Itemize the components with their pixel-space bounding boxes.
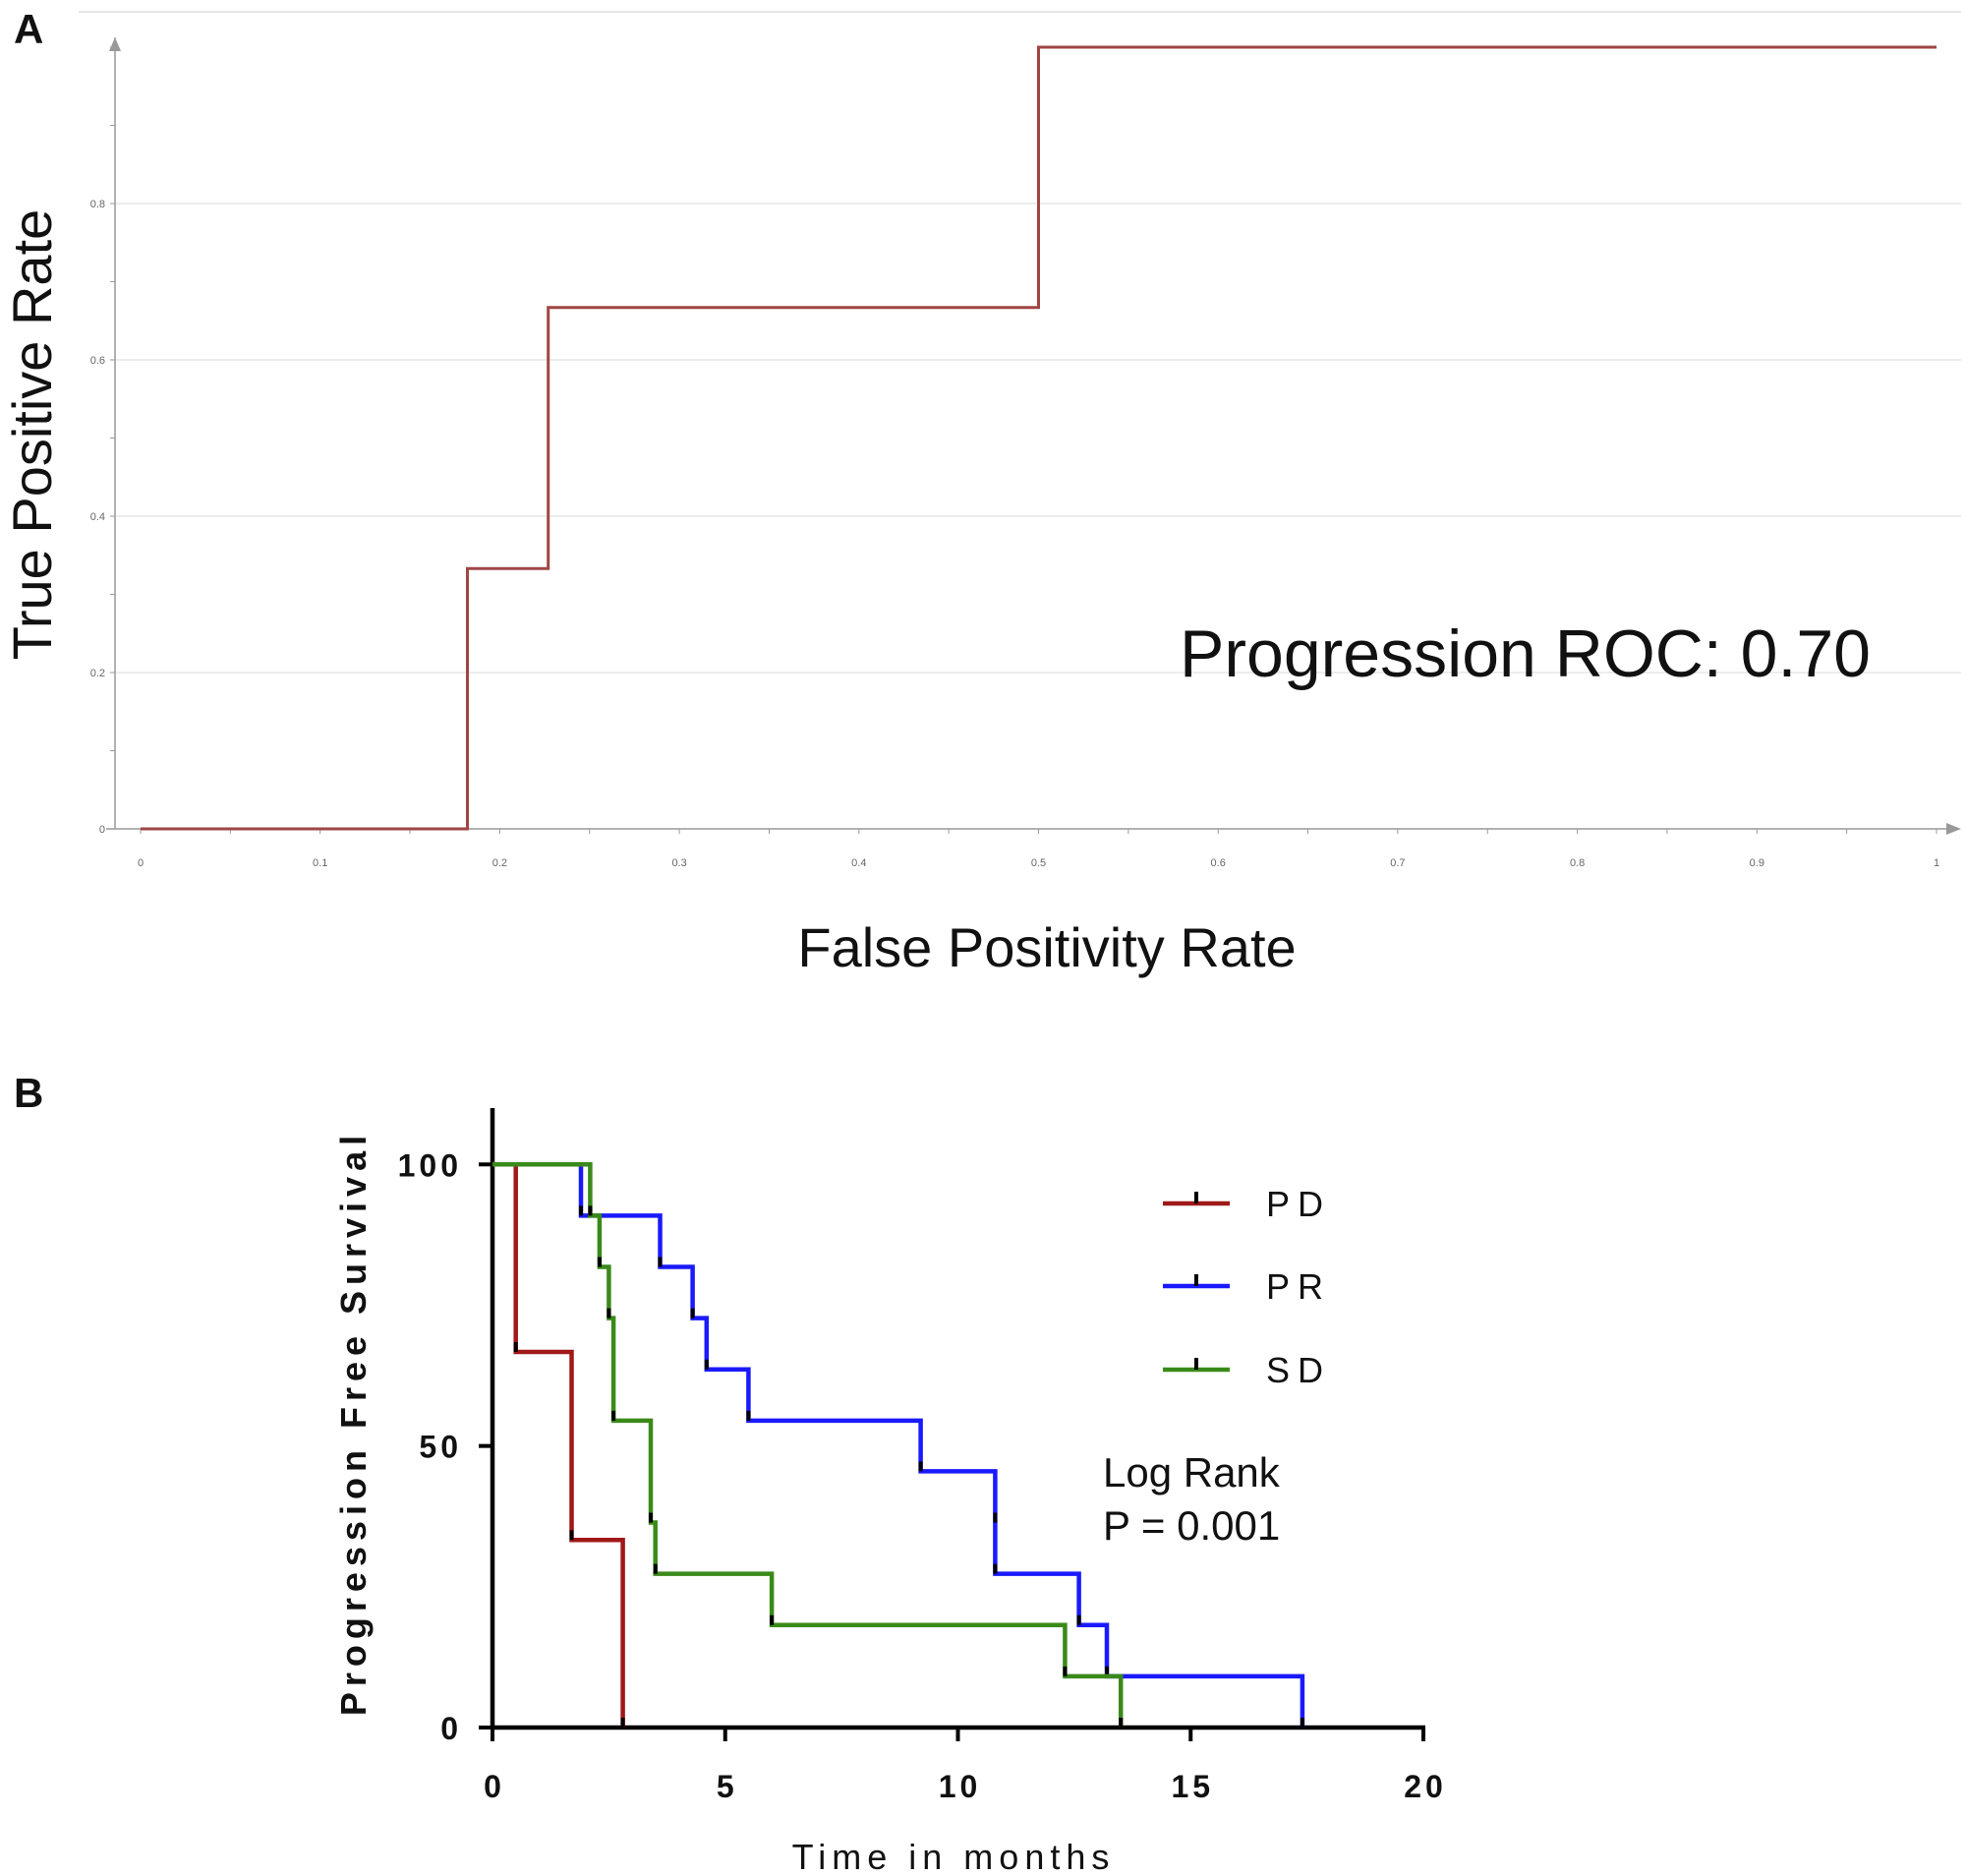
roc-x-tick-label-9: 0.9: [1750, 857, 1764, 869]
legend-label-sd: SD: [1266, 1350, 1331, 1390]
panel-a-letter: A: [14, 6, 43, 52]
survival-x-tick-label-1: 5: [717, 1769, 738, 1804]
panel-b-letter: B: [14, 1070, 43, 1116]
roc-y-tick-label-1: 0.2: [90, 668, 105, 679]
survival-line-sd: [492, 1162, 1124, 1728]
roc-tick-labels: 0 0.1 0.2 0.3 0.4 0.5 0.6 0.7 0.8 0.9 1 0 0.2 0.4 0.6 0…: [90, 199, 1939, 869]
survival-x-tick-label-4: 20: [1404, 1769, 1447, 1804]
legend-label-pd: PD: [1266, 1184, 1331, 1224]
roc-y-axis-arrow: [109, 37, 121, 51]
roc-x-tick-label-5: 0.5: [1031, 857, 1046, 869]
survival-axes: [479, 1108, 1425, 1741]
roc-auc-annotation: Progression ROC: 0.70: [1180, 616, 1871, 691]
roc-x-tick-label-8: 0.8: [1570, 857, 1585, 869]
roc-y-tick-label-2: 0.4: [90, 511, 105, 523]
survival-series: [492, 1162, 1305, 1728]
roc-chart: A 0 0.1 0.2 0.3 0.4 0.5 0.6 0.7 0.8 0.9 1 0 0.2 0.4 0.…: [1, 6, 1961, 978]
roc-y-tick-label-3: 0.6: [90, 355, 105, 367]
roc-y-tick-label-0: 0: [99, 824, 105, 836]
logrank-annotation-line1: Log Rank: [1103, 1449, 1281, 1495]
survival-x-tick-label-2: 10: [939, 1769, 982, 1804]
roc-curve-0: [141, 45, 1937, 831]
survival-tick-labels: 0 5 10 15 20 0 50 100: [398, 1147, 1447, 1804]
roc-x-tick-label-2: 0.2: [492, 857, 507, 869]
survival-legend: PD PR SD: [1163, 1184, 1331, 1390]
roc-x-tick-label-1: 0.1: [313, 857, 327, 869]
survival-x-axis-title: Time in months: [792, 1837, 1116, 1876]
survival-y-axis-title: Progression Free Survival: [333, 1130, 374, 1716]
roc-x-tick-label-10: 1: [1934, 857, 1939, 869]
roc-y-axis-title: True Positive Rate: [1, 209, 63, 661]
survival-line-pr: [492, 1162, 1305, 1728]
logrank-annotation-line2: P = 0.001: [1103, 1502, 1280, 1549]
survival-y-tick-label-2: 100: [398, 1147, 462, 1183]
roc-axes: [106, 37, 1961, 835]
survival-line-pd: [492, 1162, 625, 1728]
survival-x-tick-label-3: 15: [1171, 1769, 1214, 1804]
roc-x-axis-title: False Positivity Rate: [797, 916, 1296, 978]
survival-y-tick-label-1: 50: [419, 1430, 462, 1465]
roc-x-axis-arrow: [1946, 823, 1961, 835]
roc-y-tick-label-4: 0.8: [90, 199, 105, 210]
roc-x-tick-label-0: 0: [138, 857, 144, 869]
roc-x-tick-label-4: 0.4: [851, 857, 866, 869]
roc-series: [141, 45, 1937, 831]
roc-x-tick-label-6: 0.6: [1211, 857, 1226, 869]
roc-x-tick-label-3: 0.3: [671, 857, 686, 869]
survival-y-tick-label-0: 0: [440, 1711, 462, 1746]
survival-chart: B 0 5 10 15 20 0 50 100 PD PR SD Progression Free…: [14, 1070, 1447, 1876]
survival-x-tick-label-0: 0: [484, 1769, 505, 1804]
roc-x-tick-label-7: 0.7: [1390, 857, 1405, 869]
legend-label-pr: PR: [1266, 1266, 1331, 1307]
